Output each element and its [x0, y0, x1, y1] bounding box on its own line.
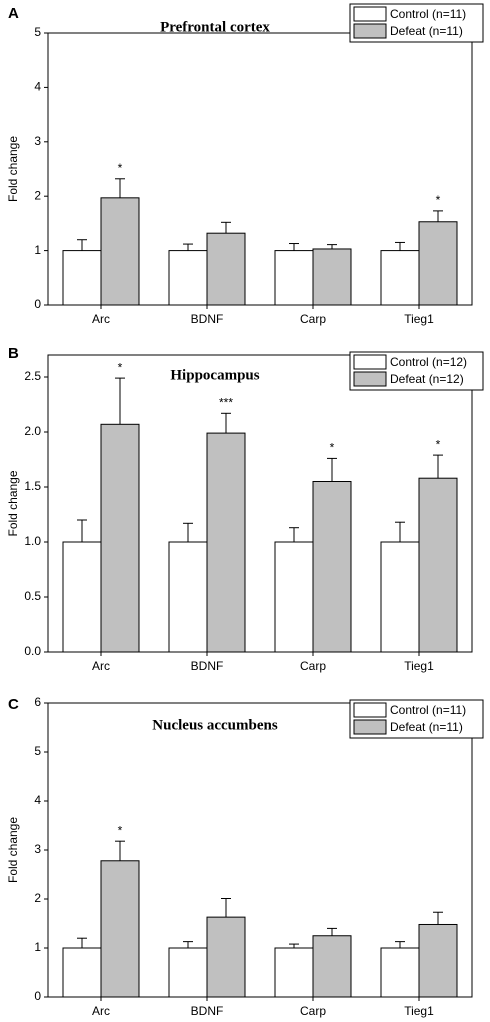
bar — [274, 947, 314, 998]
bar — [418, 221, 458, 306]
bar — [418, 923, 458, 998]
bar — [206, 432, 246, 653]
legend-swatch — [353, 702, 387, 718]
bar — [312, 481, 352, 653]
y-tick-label: 3 — [34, 134, 41, 148]
y-tick-label: 0.0 — [24, 644, 41, 658]
legend-label: Control (n=11) — [390, 7, 466, 21]
y-tick-label: 2.5 — [24, 369, 41, 383]
y-tick-label: 1.5 — [24, 479, 41, 493]
legend-label: Control (n=11) — [390, 703, 466, 717]
bar — [62, 250, 102, 306]
panel-label: C — [8, 696, 19, 713]
bar — [206, 916, 246, 998]
x-tick-label: BDNF — [191, 1004, 224, 1018]
bar — [380, 947, 420, 998]
bar — [62, 541, 102, 653]
legend-label: Defeat (n=11) — [390, 24, 463, 38]
legend-swatch — [353, 719, 387, 735]
bar — [380, 250, 420, 306]
bar — [100, 423, 140, 653]
panel-label: B — [8, 345, 19, 362]
y-tick-label: 1 — [34, 243, 41, 257]
y-tick-label: 0 — [34, 989, 41, 1003]
legend-label: Defeat (n=12) — [390, 372, 464, 386]
plot-frame — [47, 32, 473, 306]
x-tick-label: BDNF — [191, 659, 224, 673]
bar — [418, 477, 458, 653]
x-tick-label: Arc — [92, 1004, 110, 1018]
significance-mark: *** — [219, 395, 233, 409]
bar — [62, 947, 102, 998]
legend-swatch — [353, 354, 387, 370]
bar — [168, 250, 208, 306]
legend-swatch — [353, 371, 387, 387]
x-tick-label: Carp — [300, 1004, 326, 1018]
y-tick-label: 3 — [34, 842, 41, 856]
legend-label: Control (n=12) — [390, 355, 467, 369]
x-tick-label: Tieg1 — [404, 312, 434, 326]
bar — [168, 541, 208, 653]
bar — [312, 248, 352, 306]
significance-mark: * — [118, 161, 123, 175]
x-tick-label: Carp — [300, 659, 326, 673]
significance-mark: * — [330, 441, 335, 455]
significance-mark: * — [436, 437, 441, 451]
y-tick-label: 4 — [34, 793, 41, 807]
significance-mark: * — [118, 360, 123, 374]
legend-label: Defeat (n=11) — [390, 720, 463, 734]
y-tick-label: 0 — [34, 297, 41, 311]
x-tick-label: Arc — [92, 659, 110, 673]
y-tick-label: 5 — [34, 744, 41, 758]
y-tick-label: 4 — [34, 80, 41, 94]
y-tick-label: 1.0 — [24, 534, 41, 548]
y-tick-label: 6 — [34, 695, 41, 709]
bar — [100, 860, 140, 998]
y-tick-label: 2 — [34, 891, 41, 905]
bar — [100, 197, 140, 306]
legend-swatch — [353, 6, 387, 22]
significance-mark: * — [118, 823, 123, 837]
x-tick-label: BDNF — [191, 312, 224, 326]
y-tick-label: 2.0 — [24, 424, 41, 438]
y-tick-label: 5 — [34, 25, 41, 39]
bar — [206, 232, 246, 306]
bar — [274, 250, 314, 306]
chart-title: Nucleus accumbens — [152, 717, 278, 733]
x-tick-label: Tieg1 — [404, 659, 434, 673]
y-axis-label: Fold change — [6, 817, 20, 883]
bar — [168, 947, 208, 998]
x-tick-label: Carp — [300, 312, 326, 326]
y-tick-label: 2 — [34, 188, 41, 202]
significance-mark: * — [436, 193, 441, 207]
x-tick-label: Tieg1 — [404, 1004, 434, 1018]
chart-title: Prefrontal cortex — [160, 19, 270, 35]
bar — [274, 541, 314, 653]
panel-label: A — [8, 5, 19, 22]
bar — [380, 541, 420, 653]
legend-swatch — [353, 23, 387, 39]
x-tick-label: Arc — [92, 312, 110, 326]
y-tick-label: 1 — [34, 940, 41, 954]
y-tick-label: 0.5 — [24, 589, 41, 603]
bar — [312, 935, 352, 998]
chart-title: Hippocampus — [170, 367, 259, 383]
plot-frame — [47, 354, 473, 653]
y-axis-label: Fold change — [6, 136, 20, 202]
y-axis-label: Fold change — [6, 470, 20, 536]
